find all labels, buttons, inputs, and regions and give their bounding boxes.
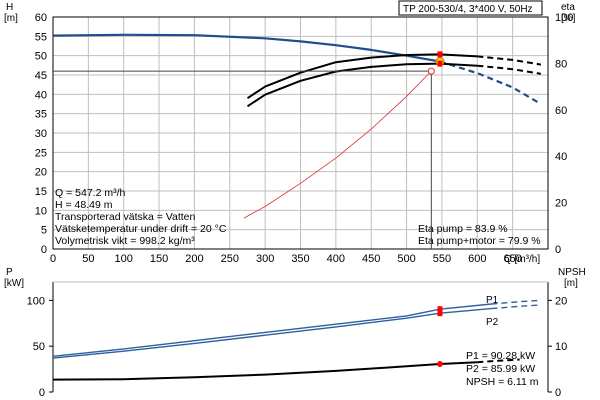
series-label-p1: P1 [486,295,499,306]
p2-curve [52,307,492,359]
h-tick-label: 30 [35,128,47,140]
h-curve-extension [439,60,542,105]
h-axis-label: H [m] [4,2,18,24]
x-tick-label: 150 [150,253,168,265]
eta-tick-label: 0 [555,244,561,256]
eta-pump-marker [437,51,443,58]
eta-axis-label-line2: [%] [561,13,576,24]
h-tick-label: 15 [35,186,47,198]
x-tick-label: 250 [221,253,239,265]
p1-curve [52,303,492,357]
eta-pump-motor-curve [246,62,478,108]
h-tick-label: 5 [41,225,47,237]
eta-pump-curve-extension [477,55,542,66]
npsh-marker [436,360,443,367]
p2-marker [437,310,443,317]
h-axis-label-line1: H [6,2,13,13]
info-temperature: Vätsketemperatur under drift = 20 °C [55,223,227,235]
x-tick-label: 400 [327,253,345,265]
h-tick-label: 45 [35,70,47,82]
p-axis-label-line1: P [6,267,13,278]
info-p1: P1 = 90.28 kW [466,350,535,362]
npsh-curve [52,361,478,381]
eta-pump-motor-curve-extension [477,64,542,75]
info-density: Volymetrisk vikt = 998.2 kg/m³ [55,235,195,247]
p-axis-label: P [kW] [4,267,24,289]
npsh-tick-label: 20 [555,295,567,307]
pump-title: TP 200-530/4, 3*400 V, 50Hz [403,4,533,15]
duty-info-block: Q = 547.2 m³/h H = 48.49 m Transporterad… [55,187,227,247]
h-tick-label: 55 [35,31,47,43]
x-tick-label: 600 [468,253,486,265]
p-axis-label-line2: [kW] [4,278,24,289]
q-axis-label: Q [m³/h] [504,254,540,265]
p1-curve-extension [491,299,541,305]
bottom-grid [49,281,552,393]
x-tick-label: 100 [115,253,133,265]
h-tick-label: 10 [35,205,47,217]
npsh-axis-label-line1: NPSH [558,267,586,278]
info-liquid: Transporterad vätska = Vatten [55,211,196,223]
series-label-p2: P2 [486,317,499,328]
info-eta-pump: Eta pump = 83.9 % [418,223,508,235]
eta-tick-label: 100 [555,12,573,24]
npsh-curve-extension [477,358,520,364]
eta-tick-label: 80 [555,58,567,70]
p2-curve-extension [491,304,541,310]
x-tick-label: 350 [291,253,309,265]
x-tick-label: 0 [50,253,56,265]
h-tick-label: 0 [41,244,47,256]
x-tick-label: 550 [433,253,451,265]
bottom-curves [52,299,541,381]
top-curves [52,33,542,249]
eta-axis-label-line1: eta [561,2,575,13]
npsh-tick-label: 10 [555,341,567,353]
x-tick-label: 500 [397,253,415,265]
info-q: Q = 547.2 m³/h [55,187,125,199]
h-tick-label: 40 [35,89,47,101]
h-tick-label: 25 [35,147,47,159]
h-tick-label: 50 [35,51,47,63]
info-p2: P2 = 85.99 kW [466,363,535,375]
npsh-axis-label: NPSH [m] [558,267,589,289]
power-info-block: P1 = 90.28 kW P2 = 85.99 kW NPSH = 6.11 … [466,350,539,388]
pump-title-box [398,0,543,16]
x-tick-label: 650 [503,253,521,265]
x-tick-label: 50 [82,253,94,265]
h-tick-label: 60 [35,12,47,24]
eta-tick-label: 20 [555,198,567,210]
info-npsh: NPSH = 6.11 m [466,376,539,388]
tick-labels: 0 50 100 150 200 250 300 350 400 450 500 550 600 6500… [27,12,574,399]
requested-point-marker [427,67,435,75]
p-tick-label: 50 [33,341,45,353]
h-axis-label-line2: [m] [4,13,18,24]
system-curve [243,70,432,219]
eta-axis-label: eta [%] [561,2,578,24]
npsh-tick-label: 0 [555,387,561,399]
eta-pump-motor-marker [437,60,443,67]
eta-info-block: Eta pump = 83.9 % Eta pump+motor = 79.9 … [418,223,541,247]
x-tick-label: 200 [185,253,203,265]
info-h: H = 48.49 m [55,199,113,211]
eta-tick-label: 40 [555,151,567,163]
p-tick-label: 100 [27,295,45,307]
eta-tick-label: 60 [555,105,567,117]
p-tick-label: 0 [39,387,45,399]
h-curve [52,33,441,63]
h-tick-label: 35 [35,109,47,121]
p1-marker [437,306,443,313]
npsh-axis-label-line2: [m] [564,278,578,289]
info-eta-pump-motor: Eta pump+motor = 79.9 % [418,235,541,247]
eta-pump-curve [246,53,478,100]
top-plot-frame [52,16,549,250]
h-tick-label: 20 [35,167,47,179]
x-tick-label: 450 [362,253,380,265]
x-tick-label: 300 [256,253,274,265]
